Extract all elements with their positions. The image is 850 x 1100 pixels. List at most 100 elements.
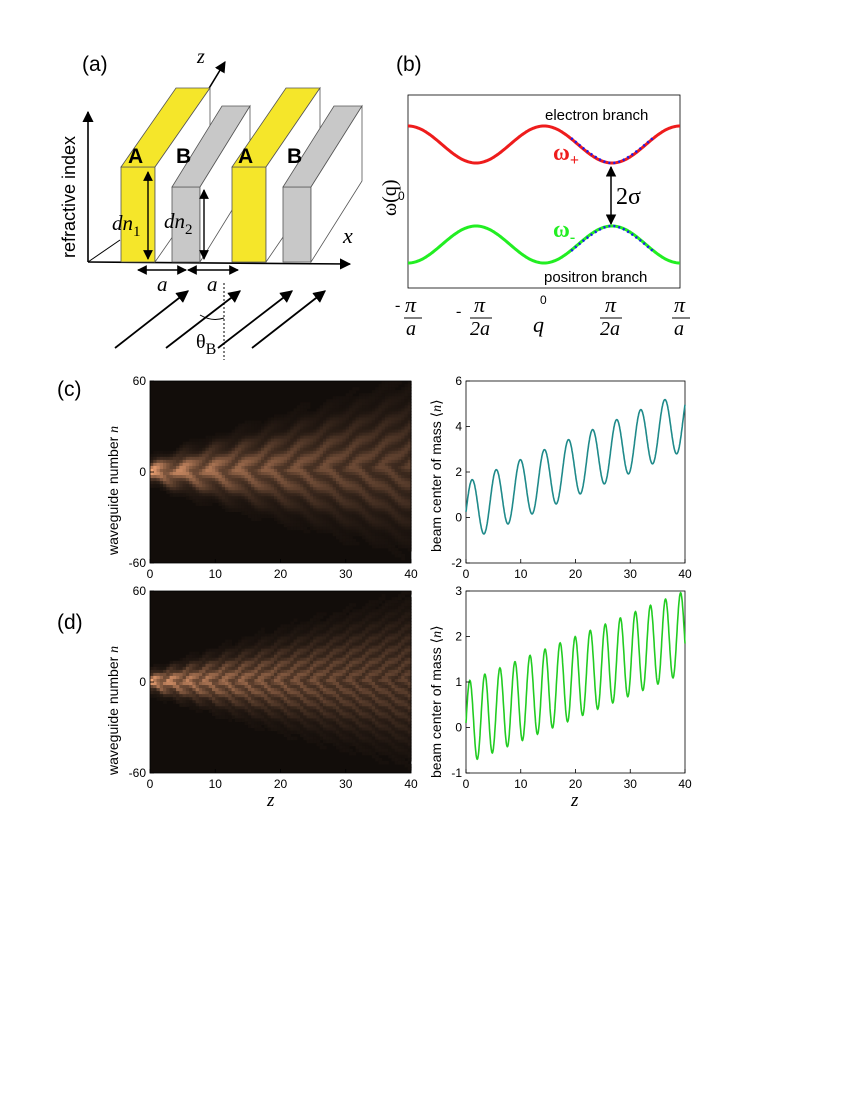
c-map-cell — [391, 438, 396, 443]
d-map-cell — [287, 660, 291, 665]
c-map-cell — [205, 493, 210, 497]
c-map-cell — [273, 450, 278, 455]
d-map-cell — [326, 697, 331, 701]
d-map-cell — [182, 685, 187, 689]
d-map-cell — [172, 688, 177, 692]
c-map-cell — [234, 493, 239, 497]
c-map-cell — [247, 496, 252, 500]
c-map-cell — [195, 499, 200, 503]
c-map-cell — [342, 511, 347, 516]
c-map-cell — [375, 408, 379, 412]
d-map-cell — [368, 645, 373, 650]
c-map-cell — [179, 475, 184, 479]
c-map-cell — [244, 426, 249, 431]
d-map-cell — [368, 669, 373, 674]
d-map-cell — [352, 630, 357, 635]
d-map-cell — [247, 648, 252, 653]
c-map-cell — [342, 438, 347, 443]
c-map-cell — [407, 481, 412, 485]
d-map-cell — [260, 721, 265, 726]
d-map-cell — [296, 700, 301, 704]
c-map-cell — [401, 435, 406, 440]
c-map-cell — [394, 484, 399, 488]
c-map-cell — [198, 502, 203, 506]
d-map-cell — [319, 636, 324, 641]
c-map-cell — [287, 481, 291, 485]
c-map-cell — [159, 484, 164, 488]
d-map-cell — [326, 654, 331, 659]
c-map-cell — [198, 447, 203, 452]
c-map-cell — [381, 520, 386, 525]
d-map-cell — [228, 663, 233, 668]
c-map-cell — [172, 465, 177, 470]
c-map-cell — [267, 487, 272, 491]
c-map-cell — [280, 435, 285, 440]
d-map-cell — [241, 669, 246, 674]
c-map-cell — [319, 429, 324, 434]
c-map-cell — [355, 511, 360, 516]
d-map-cell — [306, 697, 311, 701]
c-map-cell — [362, 405, 366, 409]
d-map-cell — [309, 727, 314, 732]
c-map-cell — [384, 393, 389, 397]
d-map-cell — [345, 697, 350, 701]
c-map-cell — [335, 459, 340, 464]
c-map-cell — [371, 441, 376, 446]
c-map-cell — [215, 484, 220, 488]
d-map-cell — [293, 678, 298, 683]
c-map-cell — [169, 465, 174, 470]
c-map-cell — [247, 484, 252, 488]
c-map-cell — [368, 462, 373, 467]
d-map-cell — [300, 651, 304, 656]
c-map-cell — [205, 462, 210, 467]
d-map-cell — [362, 618, 366, 622]
d-map-cell — [260, 700, 265, 704]
d-map-cell — [339, 615, 344, 619]
d-map-cell — [362, 682, 366, 686]
c-map-cell — [228, 496, 233, 500]
d-map-cell — [283, 663, 288, 668]
d-map-cell — [150, 678, 154, 683]
d-map-cell — [205, 682, 210, 686]
c-map-cell — [397, 493, 402, 497]
c-map-cell — [358, 411, 363, 415]
d-map-cell — [234, 682, 239, 686]
c-map-cell — [381, 426, 386, 431]
c-map-cell — [270, 502, 275, 506]
c-map-cell — [375, 475, 379, 479]
d-map-cell — [335, 657, 340, 662]
c-map-cell — [391, 511, 396, 516]
c-map-cell — [241, 508, 246, 513]
c-map-cell — [270, 417, 275, 422]
c-map-cell — [264, 444, 269, 449]
c-map-cell — [384, 438, 389, 443]
d-map-cell — [290, 691, 295, 695]
d-map-cell — [277, 651, 282, 656]
d-map-cell — [169, 691, 174, 695]
c-map-cell — [345, 475, 350, 479]
c-map-cell — [397, 529, 402, 534]
c-map-cell — [277, 453, 282, 458]
c-map-cell — [221, 484, 226, 488]
c-map-cell — [368, 526, 373, 531]
d-map-cell — [280, 709, 285, 713]
d-map-cell — [277, 660, 282, 665]
c-map-cell — [391, 381, 396, 385]
d-map-cell — [172, 675, 177, 680]
c-map-cell — [273, 511, 278, 516]
d-map-cell — [313, 721, 317, 726]
d-map-cell — [300, 688, 304, 692]
d-map-cell — [202, 694, 207, 698]
d-map-cell — [208, 703, 213, 707]
d-map-cell — [358, 621, 363, 625]
d-map-cell — [319, 724, 324, 729]
c-map-cell — [306, 432, 311, 437]
c-map-cell — [401, 387, 406, 391]
c-map-cell — [345, 508, 350, 513]
c-map-cell — [401, 423, 406, 428]
c-map-cell — [189, 490, 194, 494]
d-map-cell — [277, 703, 282, 707]
c-map-cell — [208, 472, 213, 476]
c-map-cell — [362, 414, 366, 418]
c-map-cell — [270, 432, 275, 437]
